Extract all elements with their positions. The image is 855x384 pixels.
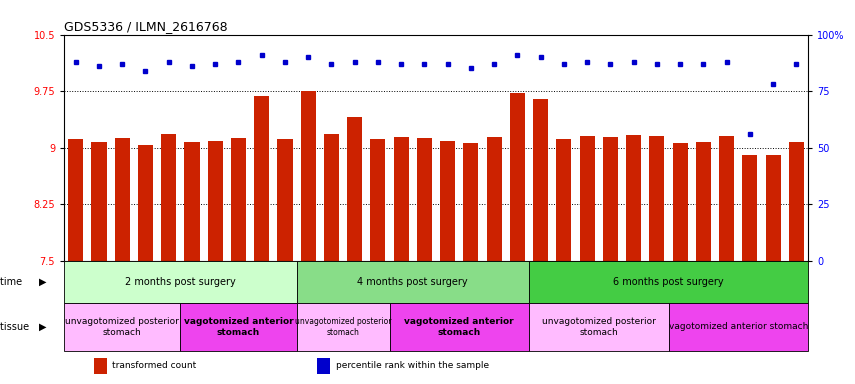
Bar	[765, 155, 781, 261]
Text: time: time	[0, 276, 26, 286]
Bar	[297, 303, 390, 351]
Text: 6 months post surgery: 6 months post surgery	[613, 276, 724, 286]
Bar	[68, 139, 83, 261]
Text: unvagotomized posterior
stomach: unvagotomized posterior stomach	[65, 317, 180, 336]
Text: vagotomized anterior stomach: vagotomized anterior stomach	[669, 322, 808, 331]
Bar	[297, 261, 529, 303]
Bar	[529, 261, 808, 303]
Bar	[91, 142, 107, 261]
Bar	[673, 143, 687, 261]
Text: ▶: ▶	[38, 276, 46, 286]
Text: transformed count: transformed count	[113, 361, 197, 370]
Bar	[669, 303, 808, 351]
Bar	[580, 136, 595, 261]
Bar	[486, 137, 502, 261]
Bar	[347, 118, 363, 261]
Bar	[370, 139, 386, 261]
Bar	[64, 303, 180, 351]
Bar	[719, 136, 734, 261]
Bar	[231, 138, 246, 261]
Bar	[529, 303, 669, 351]
Text: unvagotomized posterior
stomach: unvagotomized posterior stomach	[295, 317, 392, 336]
Text: vagotomized anterior
stomach: vagotomized anterior stomach	[404, 317, 514, 336]
Bar	[510, 93, 525, 261]
Bar	[138, 145, 153, 261]
Bar	[440, 141, 455, 261]
Bar	[317, 358, 330, 374]
Bar	[94, 358, 107, 374]
Text: 4 months post surgery: 4 months post surgery	[357, 276, 469, 286]
Bar	[393, 137, 409, 261]
Bar	[534, 99, 548, 261]
Bar	[180, 303, 297, 351]
Bar	[115, 138, 130, 261]
Bar	[254, 96, 269, 261]
Text: vagotomized anterior
stomach: vagotomized anterior stomach	[184, 317, 293, 336]
Text: tissue: tissue	[0, 322, 32, 332]
Text: ▶: ▶	[38, 322, 46, 332]
Bar	[742, 155, 758, 261]
Bar	[208, 141, 223, 261]
Bar	[277, 139, 292, 261]
Bar	[557, 139, 571, 261]
Text: 2 months post surgery: 2 months post surgery	[125, 276, 236, 286]
Bar	[603, 137, 618, 261]
Bar	[301, 91, 315, 261]
Bar	[649, 136, 664, 261]
Bar	[390, 303, 529, 351]
Bar	[185, 142, 199, 261]
Text: unvagotomized posterior
stomach: unvagotomized posterior stomach	[542, 317, 656, 336]
Bar	[789, 142, 804, 261]
Bar	[64, 261, 297, 303]
Bar	[162, 134, 176, 261]
Bar	[324, 134, 339, 261]
Bar	[463, 143, 479, 261]
Bar	[696, 142, 711, 261]
Bar	[417, 138, 432, 261]
Text: GDS5336 / ILMN_2616768: GDS5336 / ILMN_2616768	[64, 20, 227, 33]
Bar	[626, 135, 641, 261]
Text: percentile rank within the sample: percentile rank within the sample	[336, 361, 489, 370]
